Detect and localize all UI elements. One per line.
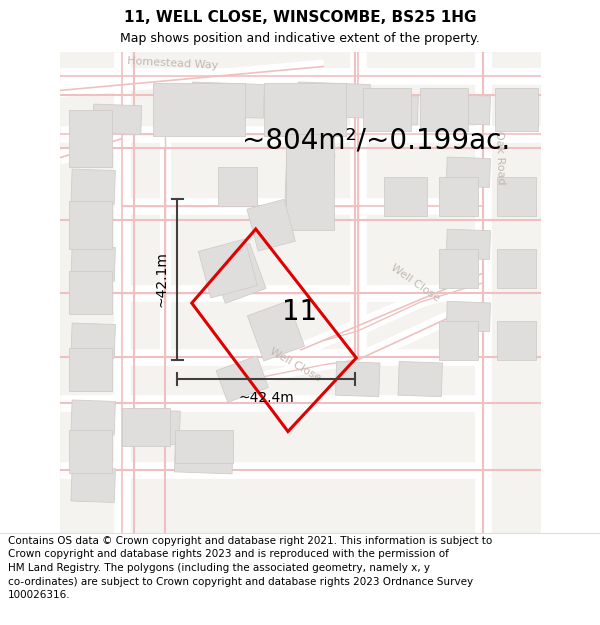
Polygon shape xyxy=(175,429,233,463)
Polygon shape xyxy=(71,169,115,204)
Polygon shape xyxy=(497,249,536,288)
Polygon shape xyxy=(446,229,490,259)
Polygon shape xyxy=(497,177,536,216)
Polygon shape xyxy=(284,152,335,221)
Text: Well Close: Well Close xyxy=(389,262,442,303)
Text: 11, WELL CLOSE, WINSCOMBE, BS25 1HG: 11, WELL CLOSE, WINSCOMBE, BS25 1HG xyxy=(124,11,476,26)
Polygon shape xyxy=(439,321,478,360)
Polygon shape xyxy=(153,83,245,136)
Polygon shape xyxy=(69,429,112,473)
Text: Oak Road: Oak Road xyxy=(494,131,506,185)
Polygon shape xyxy=(218,168,257,206)
Polygon shape xyxy=(71,246,115,281)
Polygon shape xyxy=(495,88,538,131)
Polygon shape xyxy=(71,400,115,435)
Text: ~804m²/~0.199ac.: ~804m²/~0.199ac. xyxy=(242,126,511,154)
Polygon shape xyxy=(286,134,334,230)
Text: 11: 11 xyxy=(283,298,317,326)
Polygon shape xyxy=(69,271,112,314)
Polygon shape xyxy=(446,157,490,188)
Polygon shape xyxy=(247,199,295,251)
Polygon shape xyxy=(131,409,181,445)
Polygon shape xyxy=(122,408,170,446)
Polygon shape xyxy=(209,243,266,303)
Polygon shape xyxy=(446,301,490,332)
Polygon shape xyxy=(175,438,233,474)
Text: Contains OS data © Crown copyright and database right 2021. This information is : Contains OS data © Crown copyright and d… xyxy=(8,536,492,600)
Text: Homestead Way: Homestead Way xyxy=(127,56,218,71)
Text: Map shows position and indicative extent of the property.: Map shows position and indicative extent… xyxy=(120,32,480,45)
Polygon shape xyxy=(384,177,427,216)
Polygon shape xyxy=(199,239,257,298)
Polygon shape xyxy=(335,361,380,397)
Polygon shape xyxy=(216,356,268,402)
Polygon shape xyxy=(69,348,112,391)
Text: ~42.1m: ~42.1m xyxy=(155,251,169,308)
Polygon shape xyxy=(439,249,478,288)
Polygon shape xyxy=(71,468,115,502)
Polygon shape xyxy=(297,82,370,118)
Polygon shape xyxy=(439,177,478,216)
Polygon shape xyxy=(69,201,112,249)
Polygon shape xyxy=(92,104,142,134)
Polygon shape xyxy=(191,82,265,118)
Polygon shape xyxy=(71,323,115,358)
Polygon shape xyxy=(446,94,490,125)
Text: ~42.4m: ~42.4m xyxy=(238,391,294,405)
Polygon shape xyxy=(247,301,305,361)
Polygon shape xyxy=(398,361,442,397)
Polygon shape xyxy=(497,321,536,360)
Polygon shape xyxy=(374,94,418,125)
Polygon shape xyxy=(69,110,112,168)
Text: Well Close: Well Close xyxy=(268,346,322,383)
Polygon shape xyxy=(264,83,346,136)
Polygon shape xyxy=(420,88,469,131)
Polygon shape xyxy=(362,88,410,131)
